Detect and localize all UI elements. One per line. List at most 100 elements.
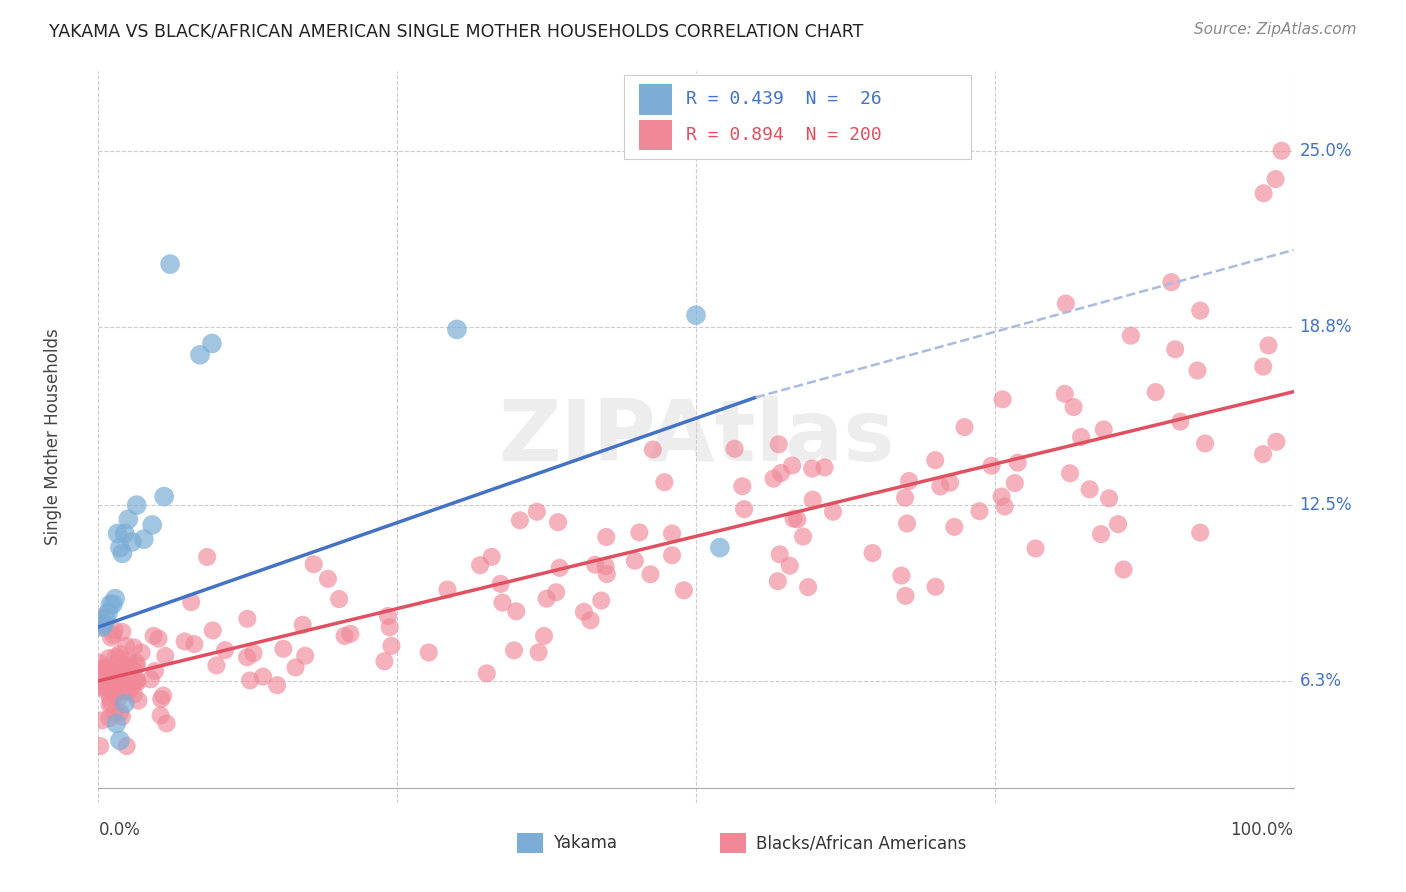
Point <box>107 526 129 541</box>
Point <box>1078 483 1101 497</box>
Point <box>418 645 440 659</box>
Point <box>628 525 651 540</box>
Point <box>1053 387 1076 401</box>
Point <box>97 651 120 665</box>
Point <box>100 631 122 645</box>
Point <box>103 628 125 642</box>
Point <box>117 675 139 690</box>
Point <box>769 547 792 561</box>
Point <box>125 498 148 512</box>
Point <box>595 559 617 574</box>
Point <box>536 591 558 606</box>
Text: Yakama: Yakama <box>553 834 617 852</box>
Point <box>150 692 173 706</box>
Point <box>98 598 122 612</box>
Point <box>121 679 143 693</box>
Point <box>98 711 121 725</box>
Bar <box>720 833 747 854</box>
Point <box>117 654 139 668</box>
Point <box>104 688 127 702</box>
Point <box>1271 144 1294 158</box>
Point <box>436 582 458 597</box>
Point <box>509 513 531 527</box>
Point <box>786 512 808 526</box>
Point <box>284 660 307 674</box>
Point <box>93 619 115 633</box>
Point <box>104 673 127 687</box>
Point <box>1265 434 1288 449</box>
Point <box>862 546 884 560</box>
Point <box>108 733 131 747</box>
Point <box>101 681 124 695</box>
Point <box>654 475 676 490</box>
Point <box>792 530 814 544</box>
Point <box>103 624 125 638</box>
Point <box>89 739 111 753</box>
Point <box>90 610 112 624</box>
Point <box>183 637 205 651</box>
Point <box>205 658 228 673</box>
Point <box>380 639 402 653</box>
Point <box>121 673 143 688</box>
Point <box>1194 436 1216 450</box>
Point <box>103 686 125 700</box>
Point <box>723 442 745 456</box>
Point <box>446 322 468 336</box>
Point <box>155 648 177 663</box>
Point <box>115 683 138 698</box>
Point <box>131 646 153 660</box>
Text: YAKAMA VS BLACK/AFRICAN AMERICAN SINGLE MOTHER HOUSEHOLDS CORRELATION CHART: YAKAMA VS BLACK/AFRICAN AMERICAN SINGLE … <box>49 22 863 40</box>
Point <box>491 596 513 610</box>
Point <box>110 706 132 720</box>
Point <box>132 532 155 546</box>
Point <box>481 549 503 564</box>
Point <box>94 611 117 625</box>
FancyBboxPatch shape <box>624 75 972 159</box>
Point <box>1007 456 1029 470</box>
Point <box>239 673 262 688</box>
Point <box>98 690 121 705</box>
Text: 12.5%: 12.5% <box>1299 496 1353 514</box>
Point <box>980 458 1002 473</box>
Text: 6.3%: 6.3% <box>1299 672 1341 690</box>
Point <box>1063 400 1085 414</box>
Point <box>117 684 139 698</box>
Point <box>505 604 527 618</box>
Point <box>1189 525 1212 540</box>
Point <box>503 643 526 657</box>
Point <box>894 589 917 603</box>
Text: R = 0.439  N =  26: R = 0.439 N = 26 <box>686 90 882 108</box>
Point <box>953 420 976 434</box>
Point <box>291 617 314 632</box>
Point <box>302 558 325 572</box>
Point <box>894 491 917 505</box>
Text: 0.0%: 0.0% <box>98 821 141 839</box>
Point <box>1070 430 1092 444</box>
Point <box>122 640 145 655</box>
Point <box>596 567 619 582</box>
Point <box>112 659 135 673</box>
Point <box>127 693 149 707</box>
Point <box>768 437 790 451</box>
Point <box>898 474 921 488</box>
Point <box>91 680 114 694</box>
Point <box>121 662 143 676</box>
Point <box>762 472 785 486</box>
Bar <box>638 120 672 151</box>
Point <box>782 511 804 525</box>
Point <box>583 558 606 572</box>
Point <box>1168 415 1191 429</box>
Point <box>766 574 789 589</box>
Point <box>201 336 224 351</box>
Point <box>91 714 114 728</box>
Point <box>294 648 316 663</box>
Point <box>1251 447 1274 461</box>
Point <box>924 453 946 467</box>
Point <box>1107 517 1129 532</box>
Point <box>122 661 145 675</box>
Point <box>672 583 695 598</box>
Point <box>90 666 112 681</box>
Point <box>377 609 399 624</box>
Point <box>94 664 117 678</box>
Point <box>108 541 131 555</box>
